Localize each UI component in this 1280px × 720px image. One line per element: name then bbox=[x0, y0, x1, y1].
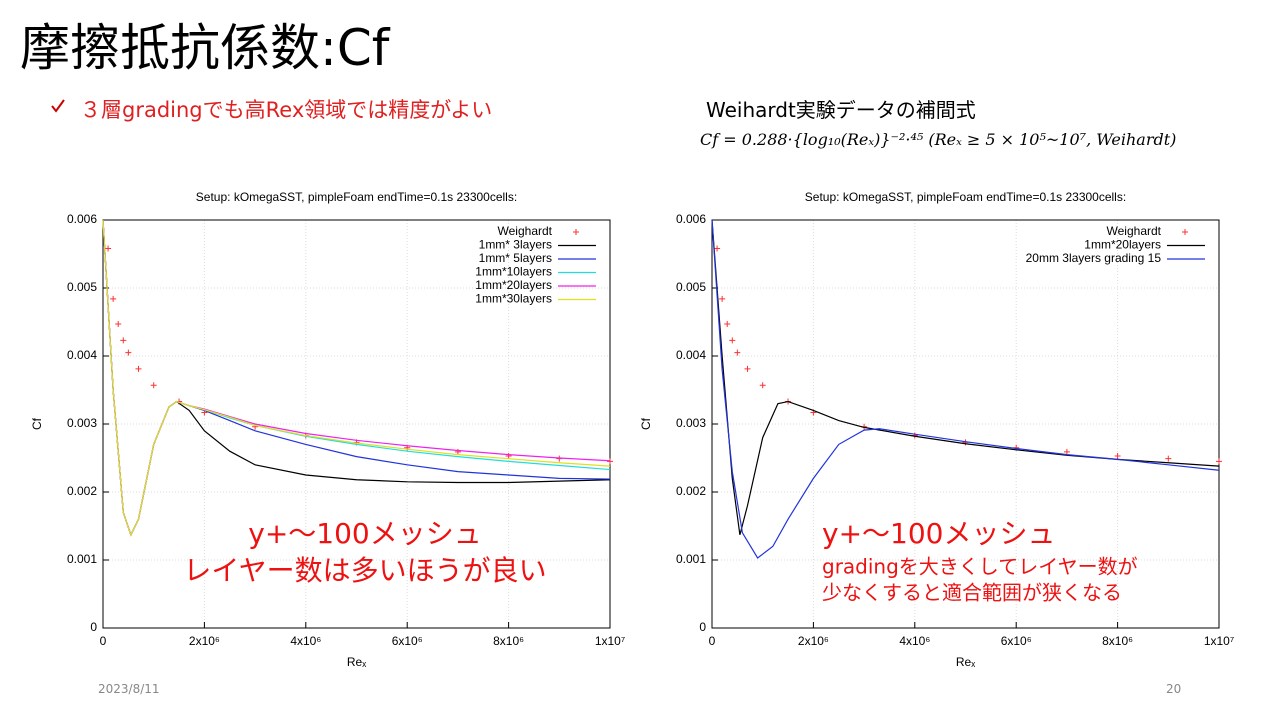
data-point bbox=[454, 448, 461, 455]
data-point bbox=[714, 245, 721, 252]
plot-frame bbox=[711, 219, 1220, 629]
plot-frame bbox=[102, 219, 611, 629]
data-point bbox=[110, 295, 117, 302]
annotation: レイヤー数は多いほうが良い bbox=[183, 554, 546, 587]
data-point bbox=[734, 349, 741, 356]
series-line bbox=[102, 219, 611, 537]
legend-marker bbox=[573, 229, 579, 235]
x-tick-label: 6x10⁶ bbox=[1001, 634, 1032, 648]
y-tick-label: 0.004 bbox=[676, 348, 706, 362]
x-tick-label: 1x10⁷ bbox=[1204, 634, 1234, 648]
x-axis-label: Reₓ bbox=[956, 655, 975, 669]
annotation: y+～100メッシュ bbox=[248, 517, 481, 550]
y-tick-label: 0.003 bbox=[67, 416, 97, 430]
annotation: gradingを大きくしてレイヤー数が bbox=[822, 555, 1138, 579]
x-tick-label: 8x10⁶ bbox=[493, 634, 524, 648]
legend-label: Weighardt bbox=[1107, 224, 1162, 238]
data-point bbox=[607, 458, 613, 465]
y-tick-label: 0.005 bbox=[676, 280, 706, 294]
y-axis-label: Cf bbox=[30, 417, 44, 430]
x-tick-label: 0 bbox=[709, 634, 716, 648]
y-tick-label: 0.002 bbox=[676, 484, 706, 498]
y-tick-label: 0.001 bbox=[67, 552, 97, 566]
data-point bbox=[120, 337, 127, 344]
data-point bbox=[105, 245, 112, 252]
data-point bbox=[1165, 455, 1172, 462]
legend-label: 1mm*20layers bbox=[1084, 238, 1161, 252]
legend-label: 1mm*30layers bbox=[475, 292, 552, 306]
legend-label: 1mm*20layers bbox=[475, 278, 552, 292]
series-line bbox=[711, 219, 1220, 535]
legend-label: Weighardt bbox=[498, 224, 553, 238]
series-line bbox=[711, 219, 1220, 559]
legend-label: 20mm 3layers grading 15 bbox=[1026, 251, 1162, 265]
y-axis-label: Cf bbox=[639, 417, 653, 430]
page-number: 20 bbox=[1166, 682, 1182, 696]
date: 2023/8/11 bbox=[98, 682, 160, 696]
y-tick-label: 0.001 bbox=[676, 552, 706, 566]
x-tick-label: 8x10⁶ bbox=[1102, 634, 1133, 648]
bullet-text: ３層gradingでも高Rex領域では精度がよい bbox=[80, 98, 493, 122]
data-point bbox=[252, 423, 259, 430]
annotation: 少なくすると適合範囲が狭くなる bbox=[822, 581, 1122, 605]
x-tick-label: 2x10⁶ bbox=[189, 634, 220, 648]
data-point bbox=[150, 382, 157, 389]
legend-label: 1mm*10layers bbox=[475, 265, 552, 279]
data-point bbox=[1063, 448, 1070, 455]
legend-label: 1mm* 3layers bbox=[479, 238, 552, 252]
y-tick-label: 0.006 bbox=[676, 212, 706, 226]
y-tick-label: 0.005 bbox=[67, 280, 97, 294]
y-tick-label: 0 bbox=[90, 620, 97, 634]
annotation: y+～100メッシュ bbox=[822, 517, 1055, 550]
x-tick-label: 0 bbox=[100, 634, 107, 648]
data-point bbox=[115, 321, 122, 328]
formula: Cf = 0.288·{log₁₀(Reₓ)}⁻²·⁴⁵ (Reₓ ≥ 5 × … bbox=[700, 130, 1177, 149]
data-point bbox=[135, 365, 142, 372]
check-icon bbox=[51, 99, 65, 113]
formula-heading: Weihardt実験データの補間式 bbox=[706, 98, 976, 122]
x-tick-label: 4x10⁶ bbox=[290, 634, 321, 648]
data-point bbox=[759, 382, 766, 389]
data-point bbox=[125, 349, 132, 356]
y-tick-label: 0.003 bbox=[676, 416, 706, 430]
data-point bbox=[1216, 458, 1222, 465]
y-tick-label: 0 bbox=[699, 620, 706, 634]
x-tick-label: 2x10⁶ bbox=[798, 634, 829, 648]
y-tick-label: 0.004 bbox=[67, 348, 97, 362]
x-tick-label: 6x10⁶ bbox=[392, 634, 423, 648]
x-axis-label: Reₓ bbox=[347, 655, 366, 669]
data-point bbox=[1114, 452, 1121, 459]
data-point bbox=[724, 321, 731, 328]
chart-title: Setup: kOmegaSST, pimpleFoam endTime=0.1… bbox=[805, 190, 1126, 204]
legend-label: 1mm* 5layers bbox=[479, 251, 552, 265]
y-tick-label: 0.002 bbox=[67, 484, 97, 498]
slide-title: 摩擦抵抗係数:Cf bbox=[20, 19, 390, 77]
data-point bbox=[744, 365, 751, 372]
legend-marker bbox=[1182, 229, 1188, 235]
data-point bbox=[505, 452, 512, 459]
data-point bbox=[729, 337, 736, 344]
data-point bbox=[719, 295, 726, 302]
chart-title: Setup: kOmegaSST, pimpleFoam endTime=0.1… bbox=[196, 190, 517, 204]
y-tick-label: 0.006 bbox=[67, 212, 97, 226]
x-tick-label: 1x10⁷ bbox=[595, 634, 625, 648]
x-tick-label: 4x10⁶ bbox=[899, 634, 930, 648]
